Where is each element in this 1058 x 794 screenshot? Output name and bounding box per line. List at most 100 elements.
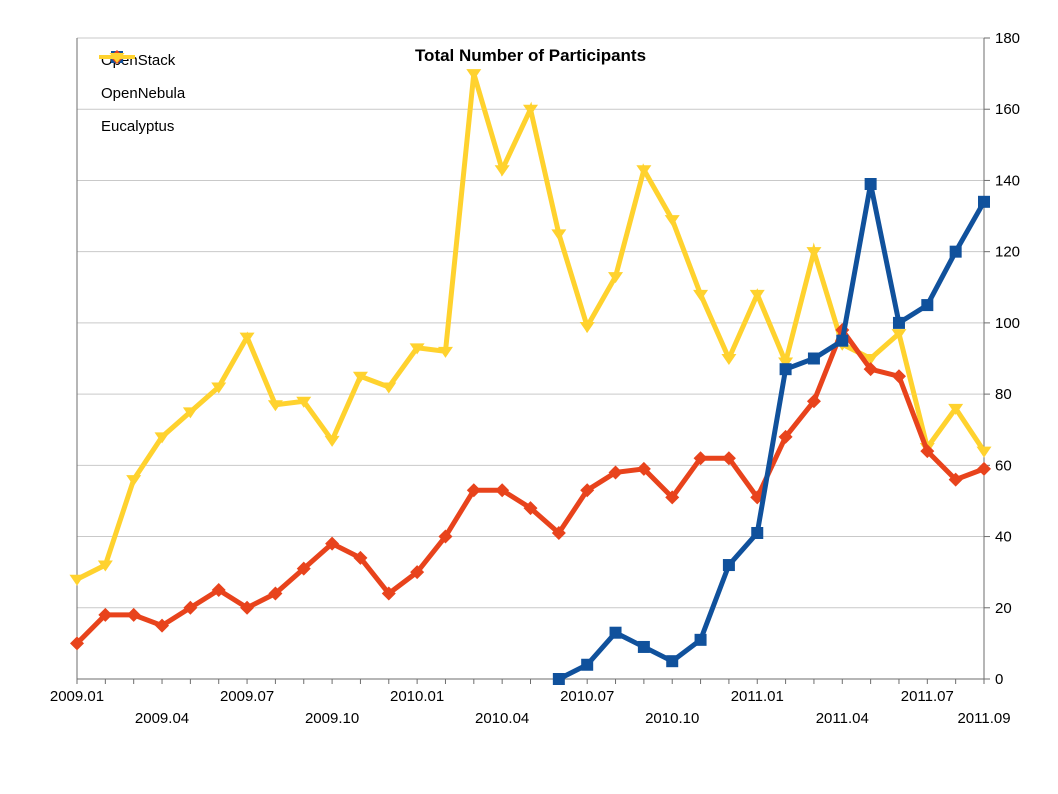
marker-openstack [978, 195, 990, 208]
marker-eucalyptus [693, 289, 709, 301]
x-axis-label: 2011.07 [901, 688, 954, 705]
marker-eucalyptus [239, 332, 255, 344]
marker-eucalyptus [409, 343, 425, 355]
eucalyptus-series-marker-icon [99, 53, 135, 63]
marker-openstack [864, 178, 877, 191]
marker-eucalyptus [324, 435, 340, 447]
marker-eucalyptus [608, 272, 624, 284]
marker-opennebula [977, 461, 991, 476]
marker-opennebula [495, 483, 510, 498]
marker-opennebula [778, 429, 793, 444]
marker-opennebula [863, 362, 878, 377]
marker-opennebula [211, 582, 226, 597]
legend: OpenStack OpenNebula Eucalyptus [98, 49, 185, 148]
legend-label-eucalyptus: Eucalyptus [101, 118, 175, 135]
marker-openstack [807, 352, 820, 365]
y-axis-label: 100 [995, 315, 1020, 332]
marker-opennebula [806, 394, 821, 409]
marker-eucalyptus [352, 371, 368, 383]
x-axis-label: 2010.10 [645, 710, 699, 727]
marker-openstack [751, 526, 764, 539]
marker-opennebula [580, 483, 595, 498]
marker-eucalyptus [778, 357, 794, 369]
marker-eucalyptus [523, 104, 538, 116]
series-line-openstack [557, 183, 987, 682]
marker-opennebula [551, 525, 566, 540]
marker-eucalyptus [579, 321, 595, 333]
marker-eucalyptus [664, 215, 680, 227]
legend-label-opennebula: OpenNebula [101, 85, 186, 102]
marker-opennebula [665, 490, 680, 505]
marker-opennebula [948, 472, 963, 487]
marker-opennebula [721, 451, 736, 466]
y-axis-label: 60 [995, 457, 1012, 474]
marker-opennebula [381, 586, 396, 601]
marker-opennebula [240, 600, 255, 615]
marker-eucalyptus [806, 247, 822, 259]
x-axis-label: 2009.07 [220, 688, 274, 705]
marker-eucalyptus [437, 346, 453, 358]
y-axis-label: 160 [995, 101, 1020, 118]
marker-eucalyptus [296, 396, 312, 408]
marker-openstack [609, 626, 622, 639]
marker-opennebula [70, 636, 84, 651]
marker-eucalyptus [267, 400, 283, 412]
x-axis-label: 2011.04 [816, 710, 869, 727]
marker-eucalyptus [636, 165, 652, 177]
y-axis-label: 140 [995, 172, 1020, 189]
marker-openstack [722, 559, 735, 572]
marker-openstack [836, 334, 849, 347]
marker-eucalyptus [948, 403, 964, 415]
chart-title: Total Number of Participants [414, 46, 647, 65]
y-axis-label: 0 [995, 671, 1003, 688]
marker-opennebula [296, 561, 311, 576]
marker-opennebula [353, 550, 368, 565]
marker-eucalyptus [891, 329, 907, 341]
marker-openstack [949, 245, 962, 258]
marker-opennebula [268, 586, 283, 601]
x-axis-label: 2009.04 [135, 710, 189, 727]
marker-opennebula [438, 529, 453, 544]
x-axis-label: 2011.01 [731, 688, 784, 705]
marker-openstack [892, 316, 905, 329]
marker-openstack [779, 363, 792, 376]
marker-eucalyptus [126, 475, 142, 487]
marker-eucalyptus [97, 560, 113, 572]
marker-eucalyptus [381, 382, 397, 394]
marker-opennebula [466, 483, 481, 498]
marker-opennebula [523, 501, 538, 516]
legend-item-eucalyptus: Eucalyptus [98, 53, 185, 138]
marker-eucalyptus [154, 432, 170, 444]
x-axis-label: 2009.10 [305, 710, 359, 727]
x-axis-label: 2009.01 [50, 688, 104, 705]
marker-opennebula [98, 607, 113, 622]
y-axis-label: 120 [995, 244, 1020, 261]
x-axis-label: 2011.09 [957, 710, 1010, 727]
marker-opennebula [693, 451, 708, 466]
marker-eucalyptus [494, 165, 510, 177]
y-axis-label: 180 [995, 30, 1020, 47]
marker-opennebula [920, 444, 935, 459]
marker-openstack [552, 673, 565, 685]
marker-eucalyptus [69, 574, 85, 586]
marker-eucalyptus [976, 446, 992, 458]
x-axis-label: 2010.01 [390, 688, 444, 705]
marker-eucalyptus [551, 229, 567, 241]
y-axis-label: 40 [995, 529, 1012, 546]
marker-opennebula [183, 600, 198, 615]
legend-item-opennebula: OpenNebula [98, 50, 186, 105]
marker-eucalyptus [863, 354, 879, 365]
marker-openstack [581, 658, 594, 671]
marker-opennebula [126, 607, 141, 622]
marker-opennebula [891, 369, 906, 384]
marker-opennebula [608, 465, 623, 480]
y-axis-label: 20 [995, 600, 1012, 617]
marker-eucalyptus [466, 69, 482, 81]
series-line-opennebula [75, 324, 985, 646]
marker-eucalyptus [749, 289, 765, 301]
marker-opennebula [155, 618, 170, 633]
marker-openstack [637, 640, 650, 653]
marker-opennebula [636, 461, 651, 476]
